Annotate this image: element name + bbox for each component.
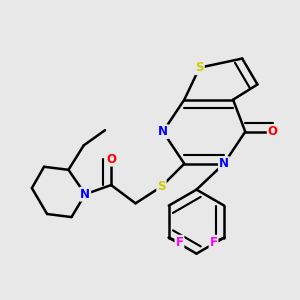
Text: N: N: [158, 125, 168, 138]
Text: O: O: [106, 153, 116, 166]
Text: S: S: [195, 61, 204, 74]
Text: F: F: [209, 236, 217, 249]
Text: N: N: [80, 188, 90, 201]
Text: F: F: [176, 236, 183, 249]
Text: S: S: [157, 180, 166, 193]
Text: N: N: [219, 157, 229, 170]
Text: O: O: [268, 125, 278, 138]
